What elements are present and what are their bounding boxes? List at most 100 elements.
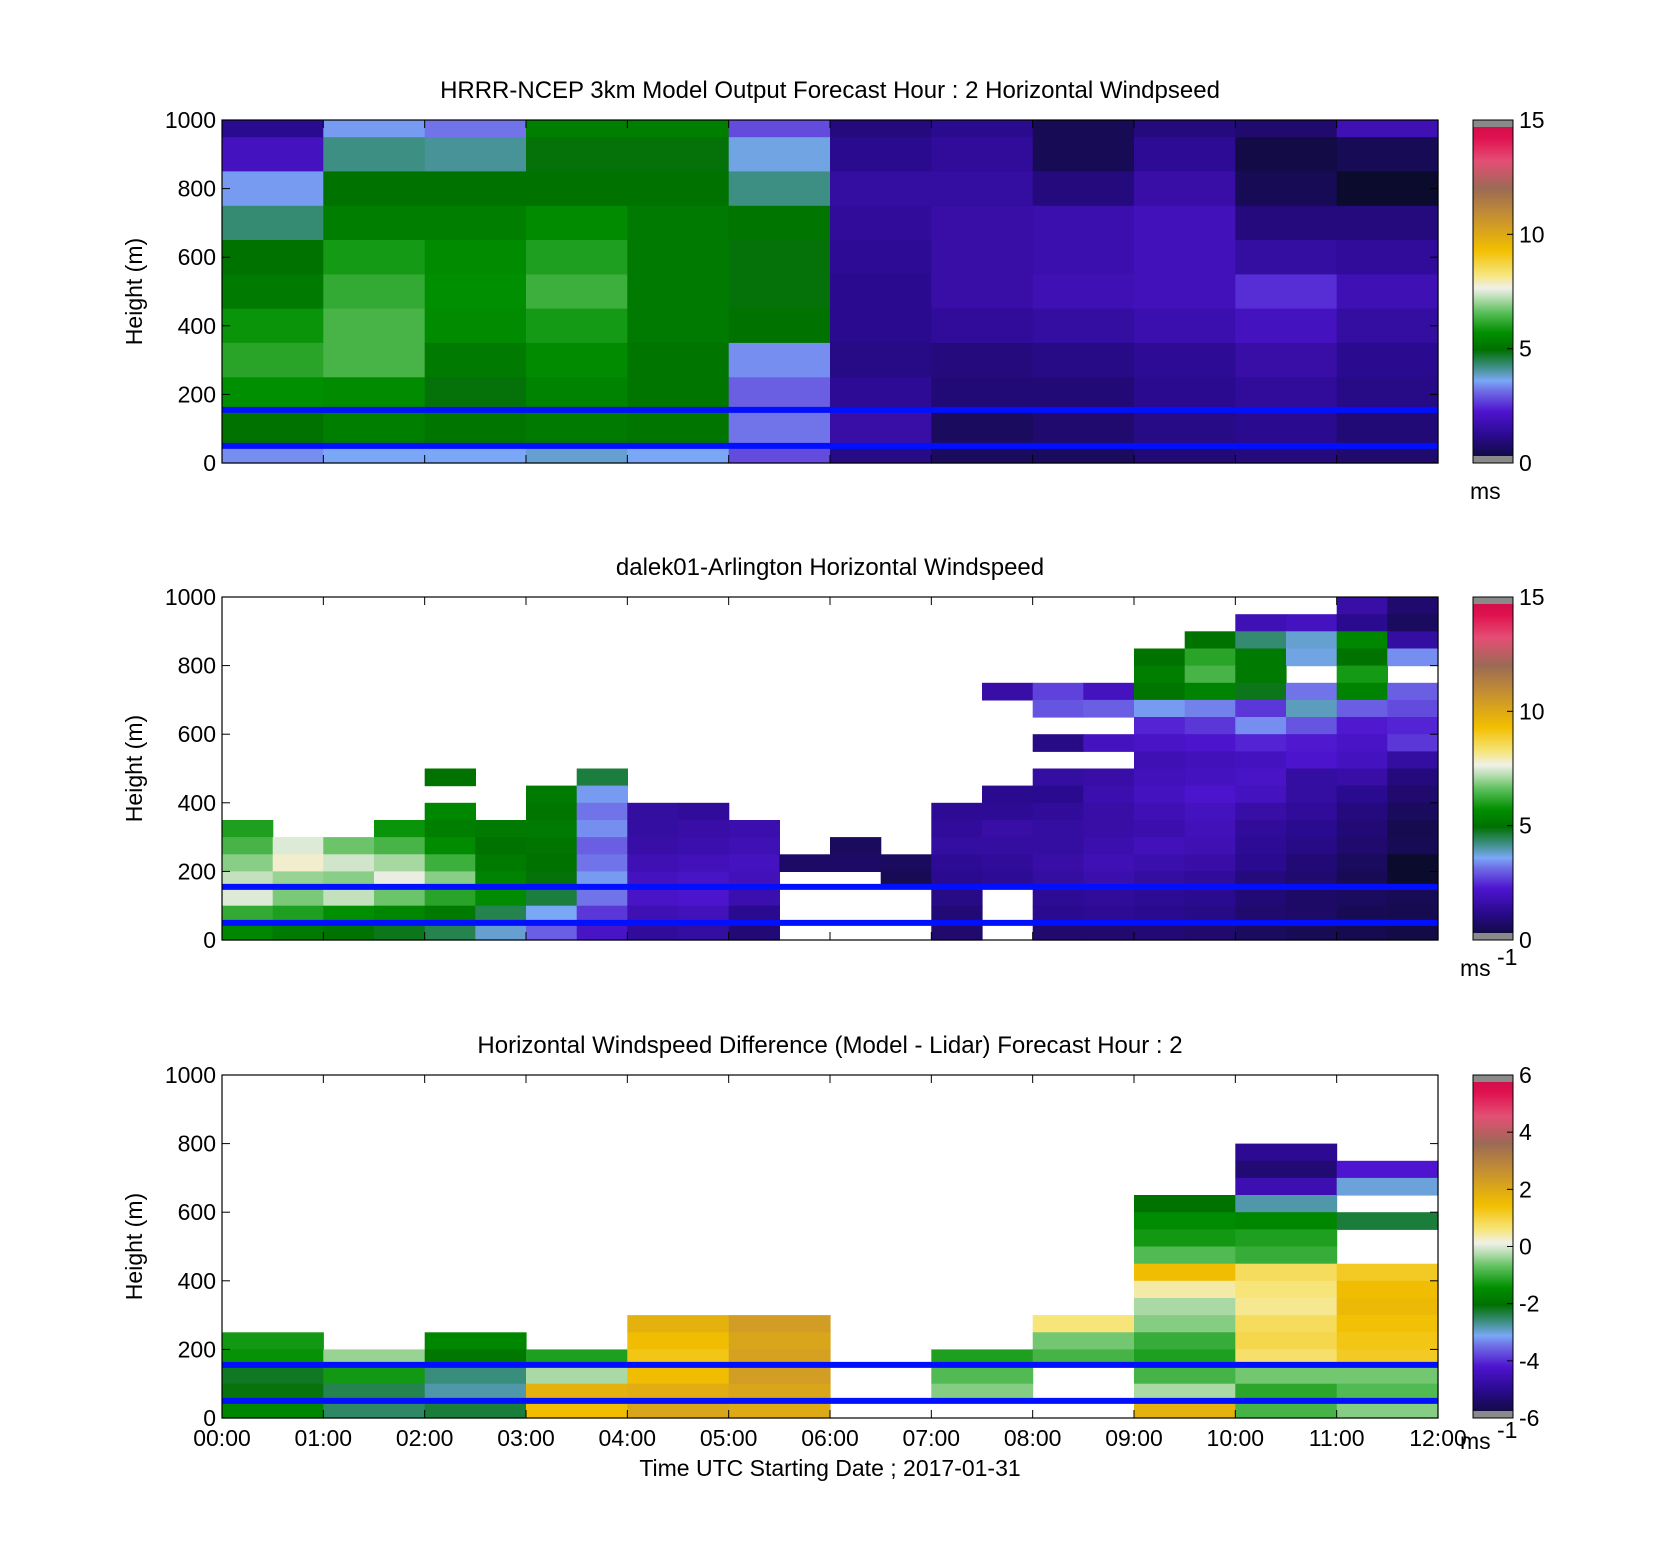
heatmap-cell [1235,1143,1338,1162]
heatmap-cell [1184,682,1236,701]
heatmap-cell [1032,922,1084,941]
heatmap-cell [1134,1366,1236,1385]
heatmap-cell [1134,699,1186,718]
heatmap-cell [1286,751,1338,770]
heatmap-cell [1032,445,1135,464]
heatmap-cell [982,820,1034,838]
heatmap-cell [272,837,324,855]
y-tick-label: 1000 [165,1062,216,1088]
y-tick-label: 600 [178,244,216,270]
heatmap-cell [1134,1383,1236,1402]
heatmap-cell [526,1400,628,1419]
heatmap-cell [1184,905,1236,924]
x-tick-label: 10:00 [1207,1425,1265,1451]
heatmap-cell [1336,682,1388,701]
heatmap-cell [1336,922,1388,941]
colorbar-tick-label: 15 [1519,584,1545,610]
x-tick-label: 01:00 [295,1425,353,1451]
heatmap-cell [830,377,932,413]
heatmap-cell [475,820,527,838]
heatmap-cell [1134,308,1236,344]
heatmap-cell [1235,240,1338,275]
heatmap-cell [1235,665,1287,684]
heatmap-cell [424,768,476,787]
colorbar-over [1473,120,1513,127]
heatmap-cell [982,785,1034,804]
heatmap-cell [1336,837,1388,855]
heatmap-cell [1032,240,1135,275]
heatmap-cell [830,854,882,872]
heatmap-cell [1235,1366,1338,1385]
heatmap-cell [728,837,780,855]
colorbar-tick-label: 5 [1519,813,1532,839]
heatmap-cell [1336,717,1388,735]
heatmap-cell [1387,717,1439,735]
heatmap-cell [576,820,628,838]
heatmap-cell [1032,888,1084,907]
heatmap-cell [1235,648,1287,667]
heatmap-cell [526,137,628,173]
heatmap-cell [1083,905,1135,924]
heatmap-cell [1134,905,1186,924]
colorbar: -6 -4 -2 0 2 4 6 ms -1 [1460,1062,1540,1454]
heatmap-cell [1134,342,1236,378]
y-tick-label: 200 [178,858,216,884]
heatmap-cell [1387,905,1439,924]
heatmap-cell [1387,888,1439,907]
heatmap-cell [1336,699,1388,718]
heatmap-cell [374,905,426,924]
heatmap-cell [1184,837,1236,855]
heatmap-cell [1235,171,1338,207]
heatmap-cell [323,120,426,138]
heatmap-cell [1134,1195,1236,1213]
heatmap-cell [1134,854,1186,872]
heatmap-cell [880,854,932,872]
heatmap-cell [1387,922,1439,941]
heatmap-cell [424,240,527,275]
heatmap-cell [931,445,1034,464]
heatmap-cell [1235,751,1287,770]
heatmap-cell [1235,411,1338,447]
heatmap-cell [627,1366,730,1385]
heatmap-cell [222,205,324,241]
heatmap-cell [1336,768,1388,787]
heatmap-cell [627,802,679,821]
heatmap-cell [931,820,983,838]
heatmap-cell [475,854,527,872]
heatmap-cell [1235,377,1338,413]
heatmap-cell [1336,1332,1439,1351]
heatmap-cell [1286,631,1338,650]
heatmap-cell [1235,120,1338,138]
colorbar-over [1473,1075,1513,1082]
y-axis-label: Height (m) [121,238,147,345]
heatmap-cell [1336,665,1388,684]
heatmap-cell [1235,445,1338,464]
heatmap-cell [1134,802,1186,821]
heatmap-cell [323,411,426,447]
heatmap-cell [1184,854,1236,872]
heatmap-cell [1083,802,1135,821]
heatmap-cell [1134,682,1186,701]
heatmap-cell [1032,785,1084,804]
heatmap-cell [1286,837,1338,855]
heatmap-cell [374,922,426,941]
heatmap-cell [1235,342,1338,378]
heatmap-cell [424,837,476,855]
heatmap-cell [678,905,730,924]
heatmap-cell [576,888,628,907]
heatmap-cell [1184,631,1236,650]
heatmap-cell [272,854,324,872]
heatmap-cell [1134,171,1236,207]
heatmap-cell [576,905,628,924]
heatmap-cell [526,905,578,924]
heatmap-cell [728,1400,831,1419]
heatmap-cell [424,445,527,464]
heatmap-cell [323,274,426,310]
chart-title: dalek01-Arlington Horizontal Windspeed [616,554,1044,581]
heatmap-cell [222,240,324,275]
heatmap-cell [1336,648,1388,667]
heatmap-cell [931,802,983,821]
heatmap-cell [1235,1229,1338,1248]
heatmap-cell [1184,665,1236,684]
colorbar-tick-label: 10 [1519,698,1545,724]
